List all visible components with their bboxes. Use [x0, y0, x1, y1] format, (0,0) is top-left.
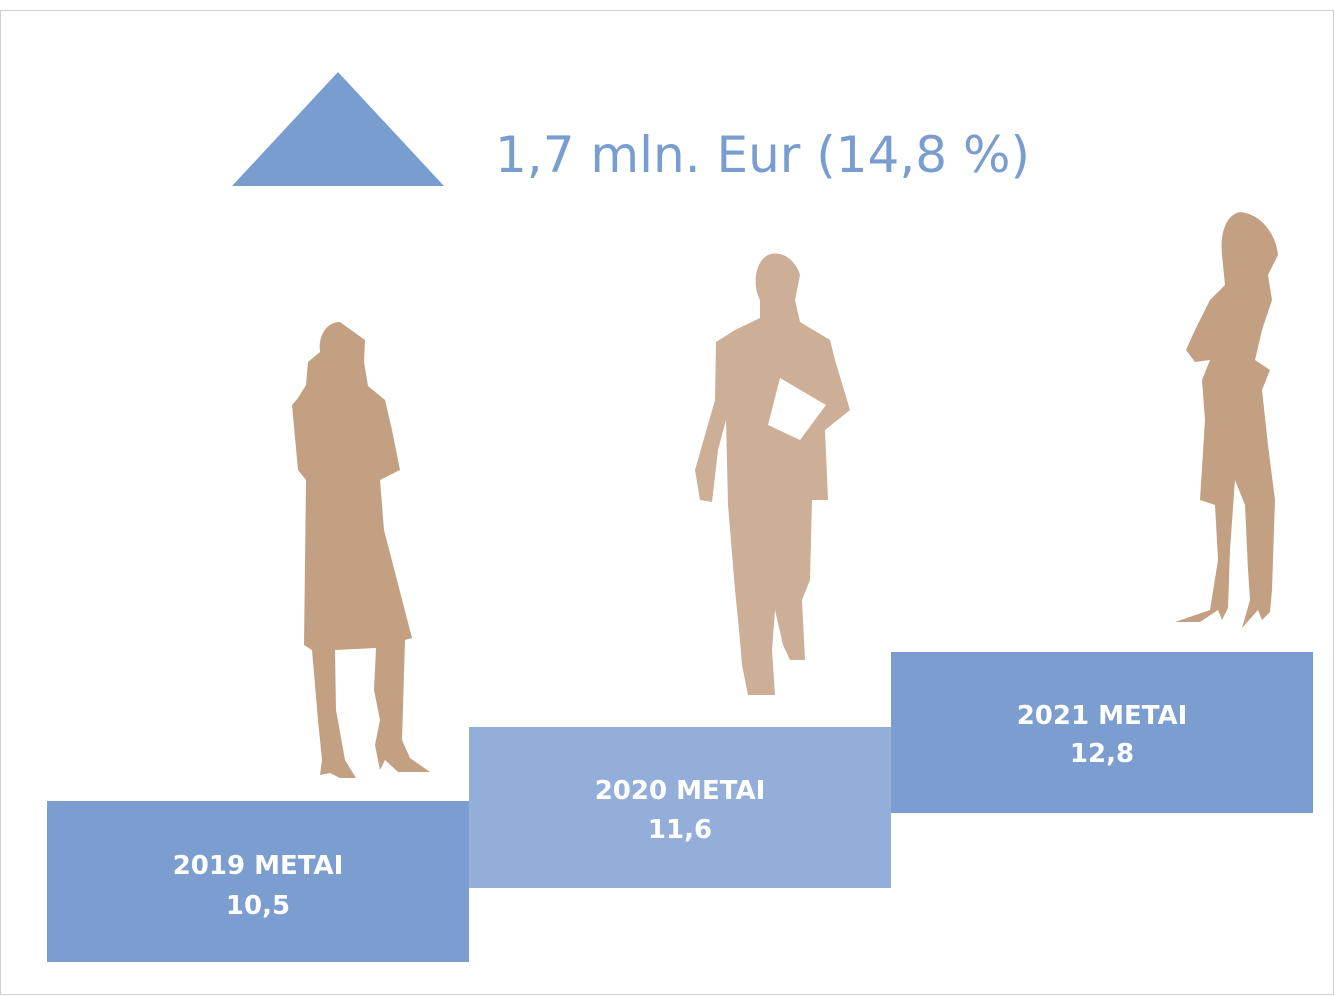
woman-silhouette: [1175, 212, 1278, 628]
man-silhouette: [695, 253, 850, 696]
step-label: 2020 METAI: [595, 776, 766, 806]
step-value: 10,5: [226, 891, 290, 921]
step: [891, 652, 1313, 813]
step: [469, 727, 891, 888]
title: 1,7 mln. Eur (14,8 %): [495, 126, 1030, 184]
document: [768, 378, 826, 440]
step-value: 11,6: [648, 815, 712, 845]
step-value: 12,8: [1070, 739, 1134, 769]
step-label: 2021 METAI: [1017, 701, 1188, 731]
woman-silhouette: [292, 322, 430, 778]
step: [47, 801, 469, 962]
up-arrow: [232, 72, 444, 186]
step-label: 2019 METAI: [173, 851, 344, 881]
